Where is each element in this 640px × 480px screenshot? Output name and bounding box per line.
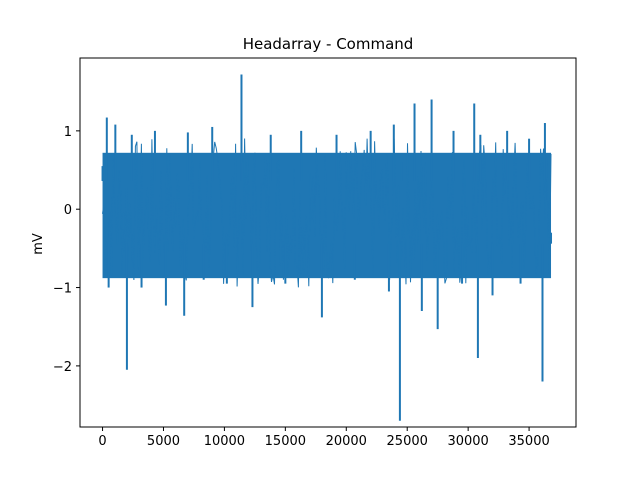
axes: 0 5000 10000 15000 20000 25000 30000 35000 −2 −1 0…	[53, 57, 577, 449]
plot-area	[101, 74, 553, 421]
x-tick-label-0: 0	[98, 434, 106, 449]
y-tick-label-0: −2	[53, 360, 72, 375]
signal-trace-0	[102, 138, 552, 288]
x-tick-label-4: 20000	[326, 434, 367, 449]
x-tick-label-3: 15000	[265, 434, 306, 449]
y-tick-label-3: 1	[64, 125, 72, 140]
y-axis-label: mV	[31, 233, 46, 255]
y-tick-label-1: −1	[53, 282, 72, 297]
x-tick-label-7: 35000	[508, 434, 549, 449]
x-tick-label-6: 30000	[447, 434, 488, 449]
axes-frame	[79, 57, 577, 428]
x-tick-label-5: 25000	[387, 434, 428, 449]
x-tick-label-1: 5000	[147, 434, 180, 449]
chart-title: Headarray - Command	[243, 35, 414, 53]
x-tick-label-2: 10000	[204, 434, 245, 449]
y-tick-label-2: 0	[64, 203, 72, 218]
